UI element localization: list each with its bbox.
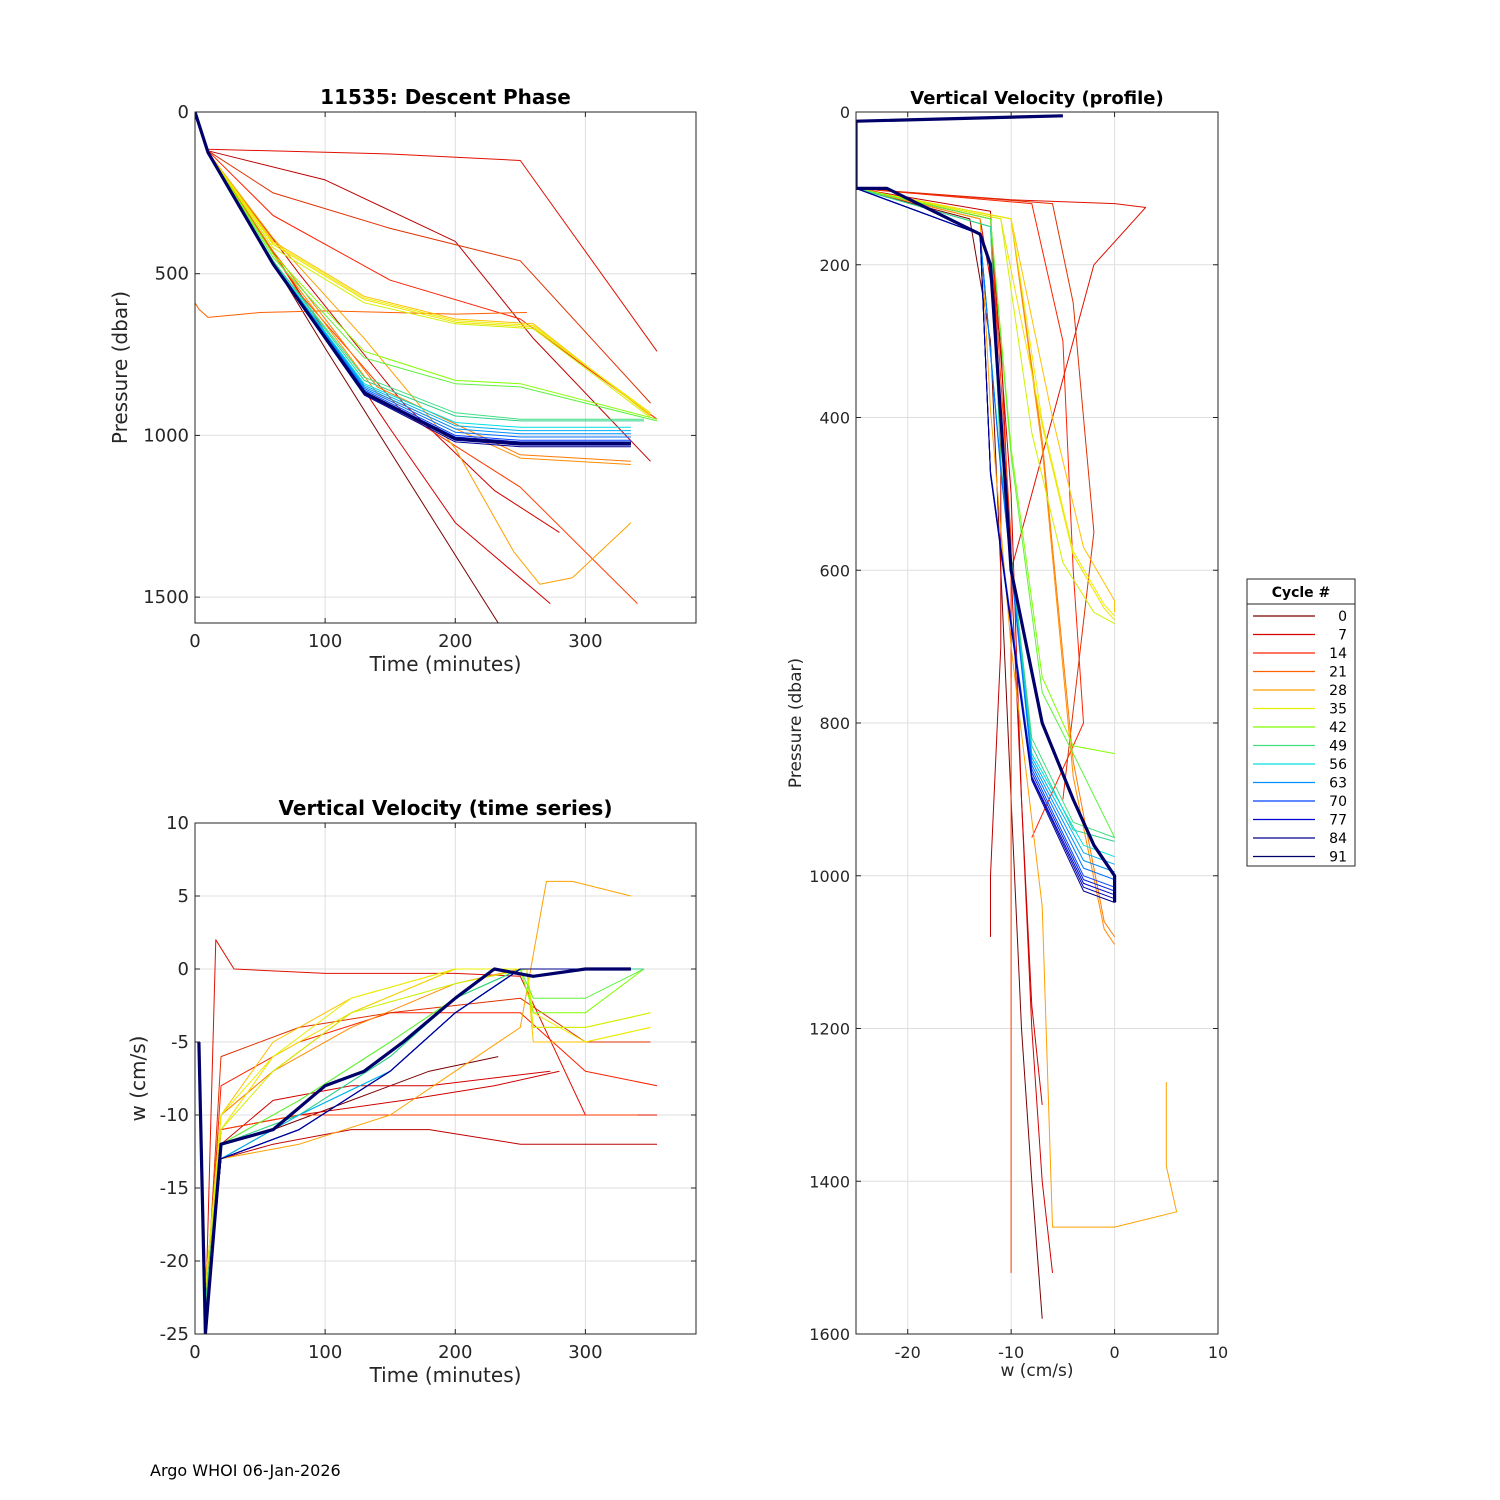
tick-labels: 0 100 200 300 0 500 1000 1500	[143, 102, 696, 652]
legend-label: 28	[1329, 683, 1347, 699]
y-tick-label: 5	[178, 886, 189, 907]
plot-area	[195, 112, 696, 623]
x-tick-label: -10	[998, 1343, 1024, 1362]
y-axis-label: Pressure (dbar)	[108, 291, 132, 444]
y-tick-label: 400	[819, 409, 850, 428]
series-line-cycle-91	[195, 112, 631, 446]
y-tick-label: -20	[160, 1251, 189, 1272]
x-tick-label: 0	[189, 631, 200, 652]
series-line-cycle-12	[198, 939, 657, 1320]
legend-label: 0	[1338, 609, 1347, 625]
y-tick-label: 10	[166, 813, 189, 834]
series-line-cycle-28	[198, 880, 632, 1277]
series-line-cycle-35	[856, 187, 1115, 617]
series-line-cycle-21	[195, 302, 527, 318]
descent-phase-chart: 0 100 200 300 0 500 1000 1500 11535: Descent Pha…	[108, 85, 697, 676]
legend-label: 63	[1329, 776, 1347, 792]
legend-label: 70	[1329, 794, 1347, 810]
legend-label: 14	[1329, 646, 1347, 662]
y-tick-label: 0	[178, 959, 189, 980]
x-tick-label: 100	[308, 631, 342, 652]
tick-labels: 0 100 200 300 10 5 0 -5 -10 -15 -20 -25	[160, 813, 696, 1363]
y-tick-label: 800	[819, 714, 850, 733]
series-line-cycle-38	[856, 187, 1115, 625]
series-line-cycle-28	[856, 187, 1178, 1228]
series-group	[195, 112, 658, 623]
legend-label: 91	[1329, 850, 1347, 866]
legend-label: 49	[1329, 739, 1347, 755]
cycle-legend: Cycle # 0 7 14 21 28 35 42 49 56 63 70 77 84 91	[1246, 578, 1356, 867]
series-line-cycle-91	[197, 967, 631, 1334]
y-tick-label: 1500	[143, 587, 189, 608]
chart-title: Vertical Velocity (profile)	[910, 88, 1164, 109]
x-axis-label: Time (minutes)	[369, 1363, 522, 1387]
y-tick-label: 1200	[809, 1020, 850, 1039]
chart-title: 11535: Descent Phase	[320, 85, 571, 109]
legend-label: 21	[1329, 665, 1347, 681]
y-axis-label: Pressure (dbar)	[786, 658, 806, 788]
x-tick-label: 10	[1208, 1343, 1228, 1362]
y-tick-label: -25	[160, 1324, 189, 1345]
y-tick-label: 0	[840, 103, 850, 122]
x-tick-label: 200	[438, 1342, 472, 1363]
y-tick-label: -10	[160, 1105, 189, 1126]
vertical-velocity-profile-chart: -20 -10 0 1002004006008001000120014001600Ve…	[786, 88, 1228, 1381]
series-line-cycle-52	[856, 187, 1115, 842]
y-tick-label: 1000	[143, 425, 189, 446]
y-tick-label: 200	[819, 256, 850, 275]
axes-frame	[194, 111, 697, 624]
y-tick-label: 500	[155, 264, 189, 285]
legend-label: 77	[1329, 813, 1347, 829]
legend-label: 56	[1329, 757, 1347, 773]
y-tick-label: 1600	[809, 1325, 850, 1344]
series-line-cycle-14	[856, 187, 1084, 838]
series-line-cycle-0	[856, 187, 1043, 1319]
x-tick-label: 100	[308, 1342, 342, 1363]
y-tick-label: 1400	[809, 1172, 850, 1191]
legend-label: 42	[1329, 720, 1347, 736]
chart-title: Vertical Velocity (time series)	[279, 796, 613, 820]
x-axis-label: Time (minutes)	[369, 652, 522, 676]
y-tick-label: -15	[160, 1178, 189, 1199]
series-line-cycle-45	[856, 187, 1116, 838]
x-tick-label: 0	[1109, 1343, 1119, 1362]
series-line-cycle-28	[195, 112, 632, 585]
x-axis-label: w (cm/s)	[1000, 1361, 1073, 1381]
y-tick-label: 1000	[809, 867, 850, 886]
legend-label: 35	[1329, 702, 1347, 718]
x-tick-label: 300	[568, 631, 602, 652]
x-tick-label: -20	[895, 1343, 921, 1362]
y-tick-label: -5	[171, 1032, 189, 1053]
x-tick-label: 300	[568, 1342, 602, 1363]
y-axis-label: w (cm/s)	[126, 1036, 150, 1122]
axes-frame	[194, 822, 697, 1335]
legend-label: 84	[1329, 831, 1347, 847]
x-tick-label: 0	[189, 1342, 200, 1363]
series-group	[197, 880, 658, 1334]
series-line-cycle-7	[856, 187, 1053, 1273]
series-group	[856, 114, 1178, 1319]
series-line-cycle-84	[856, 187, 1115, 903]
y-tick-label: 600	[819, 561, 850, 580]
footer-text: Argo WHOI 06-Jan-2026	[150, 1461, 341, 1480]
plot-area	[195, 823, 696, 1334]
y-tick-label: 0	[178, 102, 189, 123]
vertical-velocity-time-chart: 0 100 200 300 10 5 0 -5 -10 -15 -20 -25 Vertical Vel…	[126, 796, 697, 1387]
series-line-cycle-91	[856, 114, 1117, 903]
legend-box	[1246, 578, 1356, 867]
series-line-cycle-38	[198, 968, 651, 1291]
series-line-cycle-16	[856, 187, 1095, 800]
legend-label: 7	[1338, 628, 1347, 644]
x-tick-label: 200	[438, 631, 472, 652]
legend-title: Cycle #	[1272, 585, 1331, 601]
